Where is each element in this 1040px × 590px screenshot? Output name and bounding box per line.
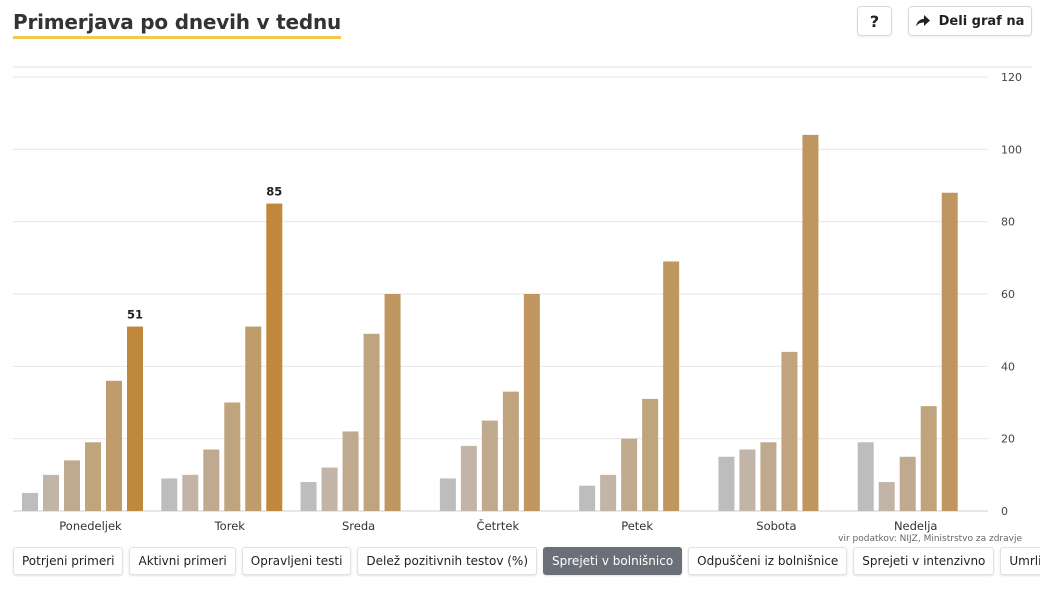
share-arrow-icon xyxy=(915,15,930,27)
data-label: 51 xyxy=(127,308,143,322)
x-tick-label: Sobota xyxy=(756,519,796,533)
bar xyxy=(579,485,596,511)
tab-opravljeni-testi[interactable]: Opravljeni testi xyxy=(241,547,352,575)
x-tick-label: Sreda xyxy=(342,519,375,533)
bar xyxy=(182,474,199,511)
bar xyxy=(161,478,178,511)
bar xyxy=(384,294,401,511)
chart-title: Primerjava po dnevih v tednu xyxy=(13,9,341,39)
chart-bars xyxy=(22,134,958,512)
tab-label: Sprejeti v bolnišnico xyxy=(552,554,674,568)
data-label: 85 xyxy=(266,185,282,199)
bar xyxy=(857,442,874,511)
bar xyxy=(127,326,143,511)
y-tick-label: 80 xyxy=(1001,216,1015,229)
bar xyxy=(663,261,680,511)
tab-label: Potrjeni primeri xyxy=(22,554,115,568)
tab-label: Aktivni primeri xyxy=(138,554,227,568)
x-tick-label: Nedelja xyxy=(894,519,938,533)
tab-label: Sprejeti v intenzivno xyxy=(862,554,986,568)
tab-potrjeni-primeri[interactable]: Potrjeni primeri xyxy=(13,547,124,575)
y-tick-label: 120 xyxy=(1001,71,1022,84)
bar xyxy=(266,203,283,512)
bar xyxy=(802,134,819,511)
bar xyxy=(718,456,735,511)
x-tick-label: Četrtek xyxy=(477,518,520,533)
bar xyxy=(899,456,916,511)
bar xyxy=(106,380,122,511)
tab-sprejeti-v-intenzivno[interactable]: Sprejeti v intenzivno xyxy=(853,547,995,575)
bar xyxy=(363,333,380,511)
help-label: ? xyxy=(869,11,880,31)
bar xyxy=(941,192,958,511)
bar xyxy=(739,449,756,511)
share-label: Deli graf na xyxy=(938,13,1025,29)
bar xyxy=(203,449,220,511)
metric-tabs: Potrjeni primeri Aktivni primeri Opravlj… xyxy=(13,547,1040,575)
share-chart-button[interactable]: Deli graf na xyxy=(908,6,1032,36)
bar xyxy=(64,460,80,511)
tab-label: Umrli xyxy=(1009,554,1040,568)
bar xyxy=(621,438,638,511)
x-tick-label: Petek xyxy=(621,519,653,533)
bar xyxy=(460,445,477,511)
bar xyxy=(600,474,617,511)
bar xyxy=(439,478,456,511)
help-button[interactable]: ? xyxy=(857,6,892,36)
bar-chart: 0 20 40 60 80 100 120 Ponedeljek 51 Torek 85 Sreda Č… xyxy=(13,66,1032,533)
tab-aktivni-primeri[interactable]: Aktivni primeri xyxy=(129,547,236,575)
tab-odpusceni[interactable]: Odpuščeni iz bolnišnice xyxy=(688,547,848,575)
chart-labels: 0 20 40 60 80 100 120 Ponedeljek 51 Torek 85 Sreda Č… xyxy=(59,71,1022,533)
y-tick-label: 0 xyxy=(1001,505,1008,518)
data-source: vir podatkov: NIJZ, Ministrstvo za zdrav… xyxy=(838,534,1022,544)
bar xyxy=(224,402,241,511)
y-tick-label: 60 xyxy=(1001,288,1015,301)
bar xyxy=(502,391,519,511)
bar xyxy=(43,474,59,511)
bar xyxy=(342,431,359,511)
x-tick-label: Ponedeljek xyxy=(59,519,122,533)
bar xyxy=(22,492,38,511)
bar xyxy=(878,482,895,511)
bar xyxy=(245,326,262,511)
bar xyxy=(523,294,540,511)
chart-grid xyxy=(13,66,1032,512)
bar xyxy=(642,398,659,511)
tab-label: Odpuščeni iz bolnišnice xyxy=(697,554,839,568)
tab-sprejeti-v-bolnisnico[interactable]: Sprejeti v bolnišnico xyxy=(543,547,683,575)
bar xyxy=(781,351,798,511)
y-tick-label: 20 xyxy=(1001,433,1015,446)
tab-delez-pozitivnih[interactable]: Delež pozitivnih testov (%) xyxy=(357,547,538,575)
tab-label: Opravljeni testi xyxy=(250,554,343,568)
y-tick-label: 40 xyxy=(1001,360,1015,373)
tab-umrli[interactable]: Umrli xyxy=(1000,547,1040,575)
bar xyxy=(481,420,498,511)
bar xyxy=(321,467,338,511)
bar xyxy=(300,482,317,511)
bar xyxy=(920,406,937,511)
bar xyxy=(85,442,101,511)
x-tick-label: Torek xyxy=(214,519,246,533)
tab-label: Delež pozitivnih testov (%) xyxy=(366,554,529,568)
bar xyxy=(760,442,777,511)
y-tick-label: 100 xyxy=(1001,143,1022,156)
